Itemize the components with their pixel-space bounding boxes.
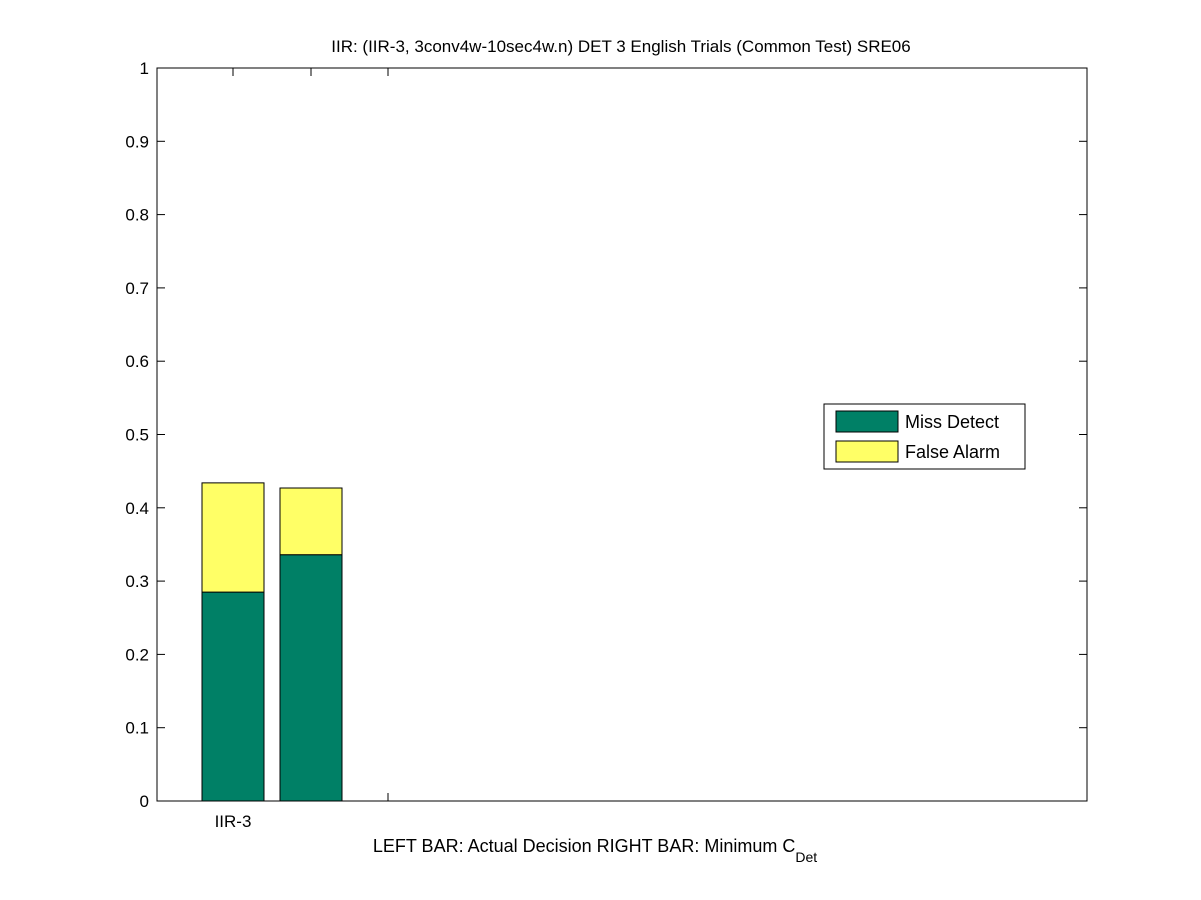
y-axis: 0 0.1 0.2 0.3 0.4 0.5 0.6 0.7 0.8 0.9 1	[125, 59, 1087, 811]
y-tick-label: 0.9	[125, 132, 149, 151]
x-tick-label: IIR-3	[215, 812, 252, 831]
chart-title: IIR: (IIR-3, 3conv4w-10sec4w.n) DET 3 En…	[331, 37, 910, 56]
bar-miss-detect	[279, 554, 343, 802]
legend-swatch	[835, 410, 899, 433]
y-tick-label: 0	[140, 792, 149, 811]
y-tick-label: 0.4	[125, 499, 149, 518]
bar-miss-detect	[201, 591, 265, 802]
x-axis-label: LEFT BAR: Actual Decision RIGHT BAR: Min…	[373, 836, 817, 865]
bar-false-alarm	[201, 482, 265, 593]
y-tick-label: 0.6	[125, 352, 149, 371]
y-tick-label: 0.5	[125, 426, 149, 445]
y-tick-label: 1	[140, 59, 149, 78]
x-axis-label-subscript: Det	[795, 849, 817, 865]
legend-label: False Alarm	[905, 442, 1000, 462]
y-tick-label: 0.2	[125, 645, 149, 664]
bar-false-alarm	[279, 487, 343, 556]
y-tick-label: 0.7	[125, 279, 149, 298]
x-axis-label-main: LEFT BAR: Actual Decision RIGHT BAR: Min…	[373, 836, 795, 856]
y-tick-label: 0.3	[125, 572, 149, 591]
legend-label: Miss Detect	[905, 412, 999, 432]
bars	[201, 482, 343, 802]
legend-swatch	[835, 440, 899, 463]
y-tick-label: 0.1	[125, 719, 149, 738]
legend: Miss Detect False Alarm	[823, 403, 1026, 470]
y-tick-label: 0.8	[125, 206, 149, 225]
